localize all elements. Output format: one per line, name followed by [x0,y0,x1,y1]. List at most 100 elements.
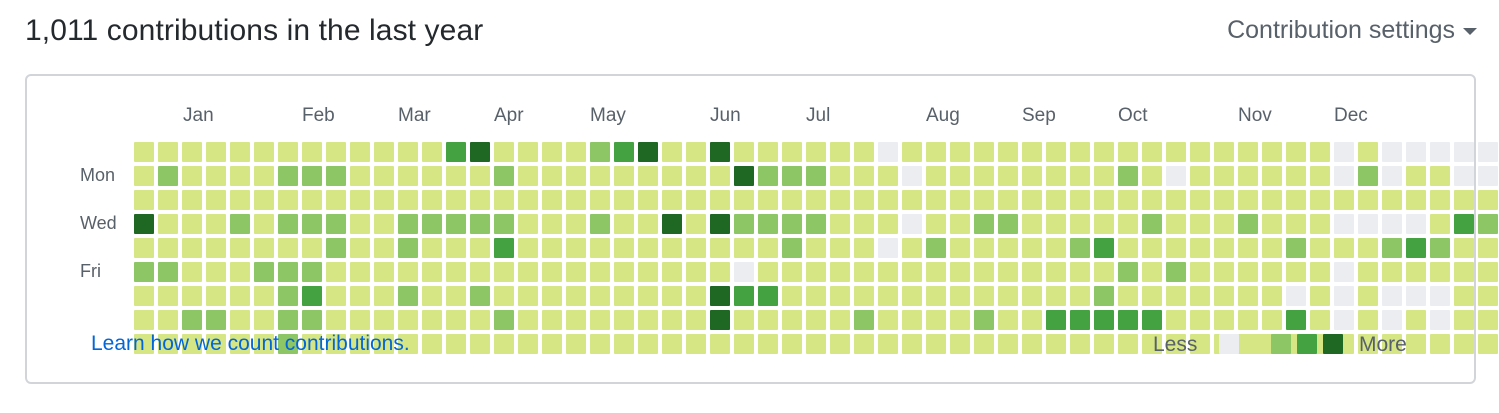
contribution-day-cell[interactable] [854,142,874,162]
contribution-day-cell[interactable] [278,310,298,330]
contribution-day-cell[interactable] [614,214,634,234]
contribution-day-cell[interactable] [1406,214,1426,234]
contribution-day-cell[interactable] [446,238,466,258]
contribution-day-cell[interactable] [1094,238,1114,258]
contribution-day-cell[interactable] [854,334,874,354]
contribution-day-cell[interactable] [662,310,682,330]
contribution-day-cell[interactable] [542,142,562,162]
contribution-day-cell[interactable] [1262,262,1282,282]
contribution-day-cell[interactable] [1094,334,1114,354]
contribution-day-cell[interactable] [998,334,1018,354]
contribution-day-cell[interactable] [254,286,274,306]
contribution-day-cell[interactable] [1358,262,1378,282]
contribution-day-cell[interactable] [422,238,442,258]
contribution-day-cell[interactable] [638,238,658,258]
contribution-day-cell[interactable] [302,190,322,210]
contribution-day-cell[interactable] [1166,262,1186,282]
contribution-day-cell[interactable] [1142,286,1162,306]
contribution-day-cell[interactable] [1334,286,1354,306]
contribution-day-cell[interactable] [1046,214,1066,234]
contribution-day-cell[interactable] [614,286,634,306]
contribution-day-cell[interactable] [590,262,610,282]
contribution-day-cell[interactable] [542,334,562,354]
contribution-day-cell[interactable] [278,214,298,234]
contribution-day-cell[interactable] [614,142,634,162]
contribution-day-cell[interactable] [950,214,970,234]
contribution-day-cell[interactable] [590,142,610,162]
contribution-day-cell[interactable] [614,334,634,354]
contribution-day-cell[interactable] [326,214,346,234]
contribution-day-cell[interactable] [374,166,394,186]
contribution-day-cell[interactable] [1094,214,1114,234]
contribution-day-cell[interactable] [686,262,706,282]
contribution-day-cell[interactable] [734,310,754,330]
contribution-day-cell[interactable] [254,190,274,210]
contribution-day-cell[interactable] [1478,262,1498,282]
contribution-day-cell[interactable] [350,142,370,162]
contribution-day-cell[interactable] [494,166,514,186]
contribution-day-cell[interactable] [1286,262,1306,282]
contribution-day-cell[interactable] [518,286,538,306]
contribution-day-cell[interactable] [350,190,370,210]
contribution-day-cell[interactable] [830,238,850,258]
contribution-day-cell[interactable] [398,286,418,306]
contribution-day-cell[interactable] [1070,310,1090,330]
contribution-day-cell[interactable] [1238,238,1258,258]
contribution-day-cell[interactable] [254,166,274,186]
contribution-day-cell[interactable] [974,310,994,330]
contribution-day-cell[interactable] [182,334,202,354]
contribution-day-cell[interactable] [1382,334,1402,354]
contribution-day-cell[interactable] [566,166,586,186]
contribution-day-cell[interactable] [1046,310,1066,330]
contribution-day-cell[interactable] [1238,214,1258,234]
contribution-day-cell[interactable] [830,166,850,186]
contribution-day-cell[interactable] [1190,334,1210,354]
contribution-day-cell[interactable] [974,262,994,282]
contribution-day-cell[interactable] [542,190,562,210]
contribution-day-cell[interactable] [1214,214,1234,234]
contribution-day-cell[interactable] [998,286,1018,306]
contribution-day-cell[interactable] [134,334,154,354]
contribution-day-cell[interactable] [542,238,562,258]
contribution-day-cell[interactable] [854,310,874,330]
contribution-day-cell[interactable] [734,166,754,186]
contribution-day-cell[interactable] [566,190,586,210]
contribution-day-cell[interactable] [230,310,250,330]
contribution-day-cell[interactable] [230,214,250,234]
contribution-day-cell[interactable] [1022,190,1042,210]
contribution-day-cell[interactable] [1454,190,1474,210]
contribution-day-cell[interactable] [446,166,466,186]
contribution-day-cell[interactable] [1262,310,1282,330]
contribution-day-cell[interactable] [326,334,346,354]
contribution-day-cell[interactable] [614,190,634,210]
contribution-day-cell[interactable] [1286,238,1306,258]
contribution-day-cell[interactable] [758,262,778,282]
contribution-day-cell[interactable] [926,166,946,186]
contribution-day-cell[interactable] [1142,334,1162,354]
contribution-day-cell[interactable] [1046,334,1066,354]
contribution-day-cell[interactable] [1214,142,1234,162]
contribution-day-cell[interactable] [1238,166,1258,186]
contribution-day-cell[interactable] [470,166,490,186]
contribution-day-cell[interactable] [1358,166,1378,186]
contribution-day-cell[interactable] [1382,262,1402,282]
contribution-day-cell[interactable] [158,142,178,162]
contribution-day-cell[interactable] [494,142,514,162]
contribution-day-cell[interactable] [254,334,274,354]
contribution-day-cell[interactable] [134,214,154,234]
contribution-day-cell[interactable] [1286,310,1306,330]
contribution-day-cell[interactable] [662,238,682,258]
contribution-day-cell[interactable] [254,310,274,330]
contribution-day-cell[interactable] [1310,214,1330,234]
contribution-day-cell[interactable] [1046,262,1066,282]
contribution-day-cell[interactable] [1454,166,1474,186]
contribution-day-cell[interactable] [326,238,346,258]
contribution-day-cell[interactable] [806,238,826,258]
contribution-day-cell[interactable] [302,334,322,354]
contribution-day-cell[interactable] [494,286,514,306]
contribution-day-cell[interactable] [998,310,1018,330]
contribution-day-cell[interactable] [590,238,610,258]
contribution-day-cell[interactable] [974,334,994,354]
contribution-day-cell[interactable] [782,286,802,306]
contribution-day-cell[interactable] [494,310,514,330]
